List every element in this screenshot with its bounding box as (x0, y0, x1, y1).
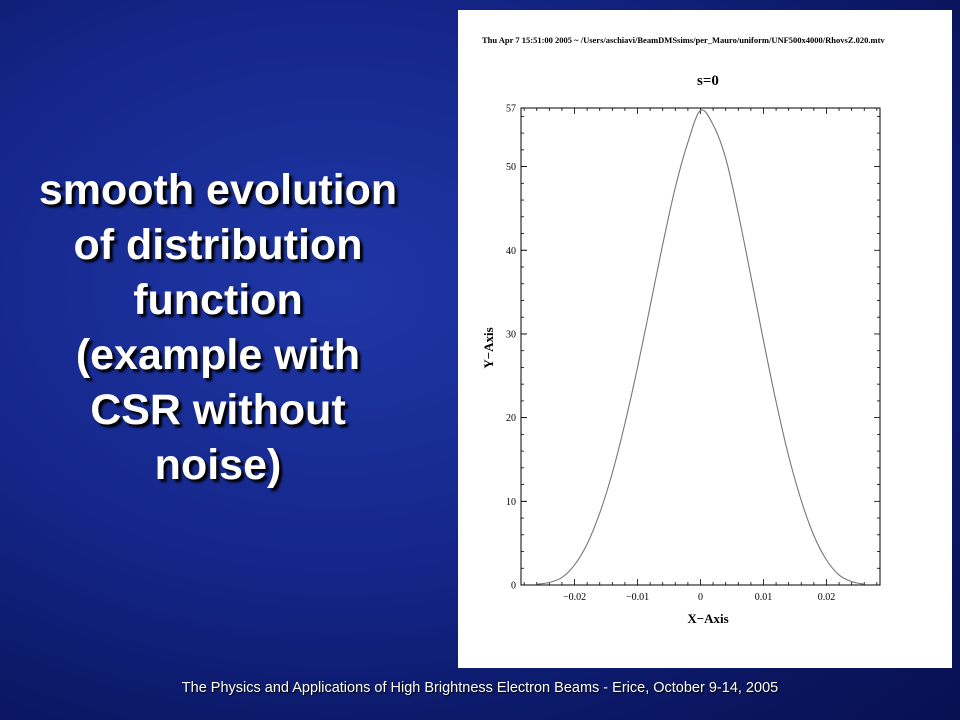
y-tick-label: 40 (506, 246, 516, 257)
series-line (536, 109, 865, 585)
chart-title: s=0 (697, 73, 719, 89)
slide-title: smooth evolution of distribution functio… (38, 166, 398, 489)
slide-footer: The Physics and Applications of High Bri… (181, 680, 779, 696)
y-axis-label: Y−Axis (481, 327, 496, 368)
plot-frame (520, 107, 881, 586)
axis-ticks: 0 10 20 30 40 50 57 −0.02 −0.01 0 0.01 0.02 (506, 104, 880, 603)
y-tick-label: 10 (506, 497, 516, 508)
y-tick-label: 20 (506, 413, 516, 424)
x-tick-label: −0.01 (626, 592, 649, 603)
x-tick-label: 0.01 (755, 592, 773, 603)
x-tick-label: −0.02 (563, 592, 586, 603)
plot-header: Thu Apr 7 15:51:00 2005 ~ /Users/aschiav… (482, 35, 885, 45)
x-tick-label: 0.02 (818, 592, 836, 603)
distribution-plot: Thu Apr 7 15:51:00 2005 ~ /Users/aschiav… (481, 35, 885, 626)
y-tick-label: 57 (506, 104, 516, 115)
plot-panel: Thu Apr 7 15:51:00 2005 ~ /Users/aschiav… (458, 10, 952, 668)
y-tick-label: 0 (511, 581, 516, 592)
y-tick-label: 30 (506, 329, 516, 340)
x-axis-label: X−Axis (687, 611, 728, 626)
x-tick-label: 0 (698, 592, 703, 603)
y-tick-label: 50 (506, 162, 516, 173)
